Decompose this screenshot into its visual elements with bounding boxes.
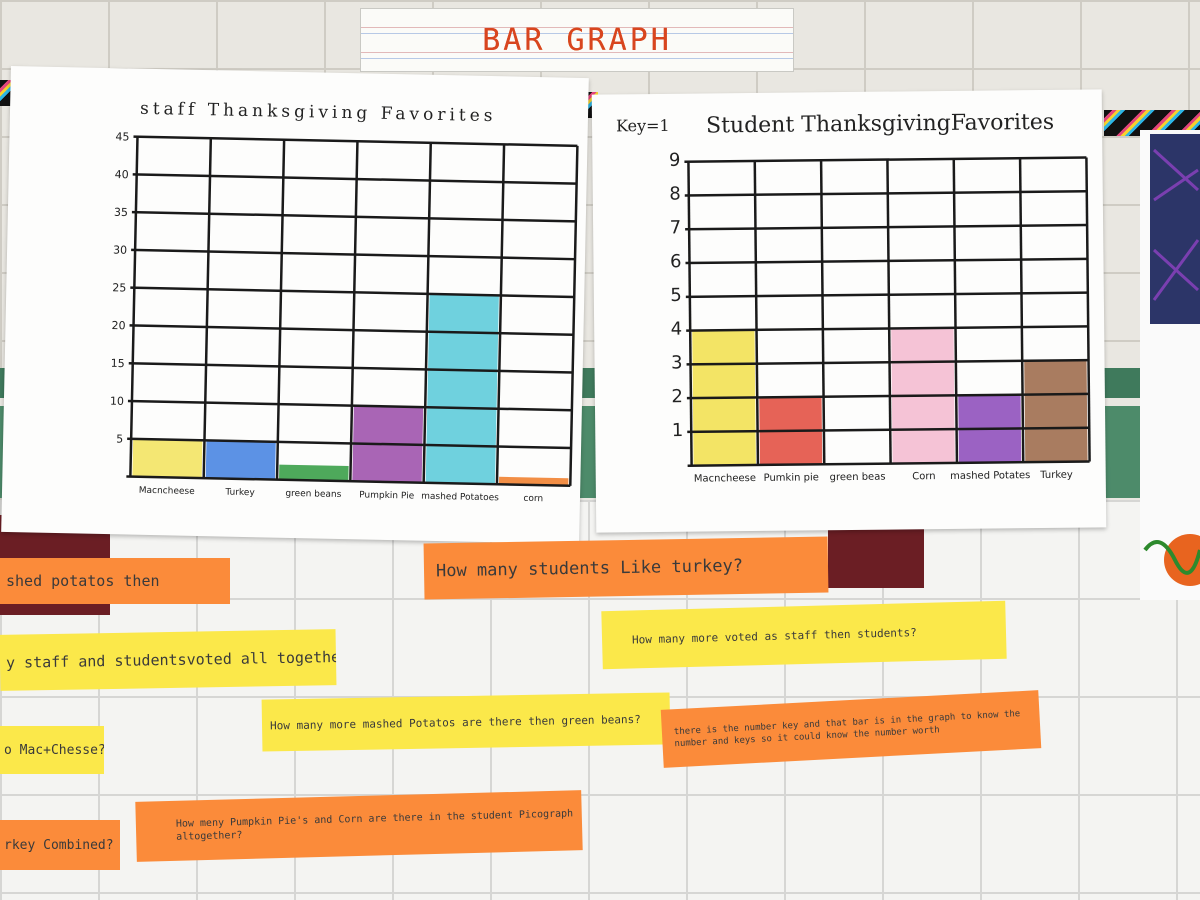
student-chart-title: Student ThanksgivingFavorites: [705, 109, 1055, 139]
y-tick-label: 35: [114, 206, 128, 219]
partial-artwork: [1140, 130, 1200, 600]
grid-line: [349, 141, 359, 482]
grid-line: [886, 159, 892, 464]
category-label: Turkey: [1039, 470, 1073, 481]
y-tick-label: 25: [112, 281, 126, 294]
y-tick-label: 9: [669, 150, 681, 171]
y-tick-label: 40: [115, 168, 129, 181]
grid-line: [131, 210, 576, 223]
grid-line: [495, 144, 506, 485]
grid-line: [275, 139, 286, 480]
y-tick-label: 7: [670, 217, 682, 238]
y-tick-label: 5: [670, 285, 682, 306]
question-strip: How many more mashed Potatos are there t…: [261, 692, 671, 752]
maroon-tile: [828, 528, 924, 588]
grid-line: [129, 136, 139, 477]
strip-text: rkey Combined?: [4, 837, 114, 853]
grid-line: [129, 324, 574, 336]
y-tick-label: 3: [671, 352, 683, 373]
y-tick-label: 5: [116, 433, 123, 446]
strip-text: y staff and studentsvoted all together.: [5, 647, 337, 672]
student-chart-poster: Key=1 Student ThanksgivingFavorites 1 2 3 4…: [591, 89, 1107, 533]
border-trim: [0, 80, 12, 106]
bar: [205, 440, 276, 480]
grid-line: [684, 156, 1087, 163]
question-strip: y staff and studentsvoted all together.: [0, 629, 337, 691]
grid-line: [684, 190, 1087, 197]
category-label: Macncheese: [139, 486, 196, 497]
grid-line: [132, 173, 577, 185]
grid-line: [202, 138, 213, 479]
y-tick-label: 15: [111, 357, 125, 370]
category-label: mashed Potatoes: [421, 492, 499, 504]
grid-line: [128, 361, 573, 374]
question-strip: rkey Combined?: [0, 820, 120, 870]
strip-text: How many students Like turkey?: [435, 555, 744, 582]
question-strip: How many more voted as staff then studen…: [601, 600, 1007, 670]
student-chart-key: Key=1: [615, 115, 670, 136]
bar: [132, 438, 203, 479]
staff-chart-poster: staff Thanksgiving Favorites 5 10 15 20 25 30…: [1, 65, 589, 545]
grid-line: [569, 145, 579, 486]
grid-line: [131, 248, 576, 261]
question-strip: How many students Like turkey?: [423, 536, 829, 600]
category-label: Corn: [912, 471, 935, 482]
grid-line: [819, 160, 826, 465]
bar: [425, 293, 499, 485]
grid-line: [753, 160, 760, 465]
student-bar-chart: 1 2 3 4 5 6 7 8 9 Macncheese Pumkin pie green beas C…: [669, 150, 1091, 485]
question-strip: How meny Pumpkin Pie's and Corn are ther…: [135, 790, 583, 862]
grid-line: [685, 223, 1088, 231]
category-label: Turkey: [224, 488, 255, 499]
question-strip: shed potatos then: [0, 558, 230, 604]
grid-line: [687, 161, 693, 466]
banner-title: BAR GRAPH: [482, 22, 672, 58]
strip-text: How many more mashed Potatos are there t…: [269, 712, 641, 732]
grid-line: [130, 286, 575, 299]
staff-bar-chart: 5 10 15 20 25 30 35 40 45 Macncheese Turkey green b…: [110, 130, 579, 504]
bar-graph-title-card: BAR GRAPH: [360, 8, 794, 72]
bar: [279, 464, 349, 482]
grid-line: [422, 142, 433, 483]
y-tick-label: 4: [671, 319, 683, 340]
category-label: Pumpkin Pie: [359, 490, 415, 501]
grid-line: [133, 135, 578, 148]
category-label: green beas: [830, 472, 886, 484]
y-tick-label: 20: [111, 319, 125, 332]
strip-text: shed potatos then: [6, 572, 160, 590]
category-label: corn: [523, 494, 543, 504]
y-tick-label: 45: [115, 130, 129, 143]
strip-text: How many more voted as staff then studen…: [631, 625, 917, 647]
strip-text: o Mac+Chesse?: [4, 742, 104, 758]
y-tick-label: 30: [113, 244, 127, 257]
grid-line: [127, 399, 572, 412]
grid-line: [685, 291, 1088, 299]
grid-line: [1085, 157, 1091, 462]
bar: [1024, 360, 1088, 463]
grid-line: [952, 158, 959, 463]
y-tick-label: 1: [672, 420, 684, 441]
y-tick-label: 10: [110, 395, 124, 408]
category-label: Macncheese: [694, 473, 756, 485]
y-tick-label: 2: [671, 386, 683, 407]
category-label: mashed Potates: [950, 470, 1030, 482]
y-tick-label: 6: [670, 251, 682, 272]
category-label: Pumkin pie: [764, 472, 819, 484]
grid-line: [1018, 158, 1025, 463]
strip-text: there is the number key and that bar is …: [673, 709, 1021, 750]
question-strip: o Mac+Chesse?: [0, 726, 104, 774]
strip-text: How meny Pumpkin Pie's and Corn are ther…: [175, 808, 574, 843]
grid-line: [685, 257, 1088, 265]
grid-line: [686, 325, 1089, 332]
category-label: green beans: [285, 489, 342, 500]
y-tick-label: 8: [669, 184, 681, 205]
